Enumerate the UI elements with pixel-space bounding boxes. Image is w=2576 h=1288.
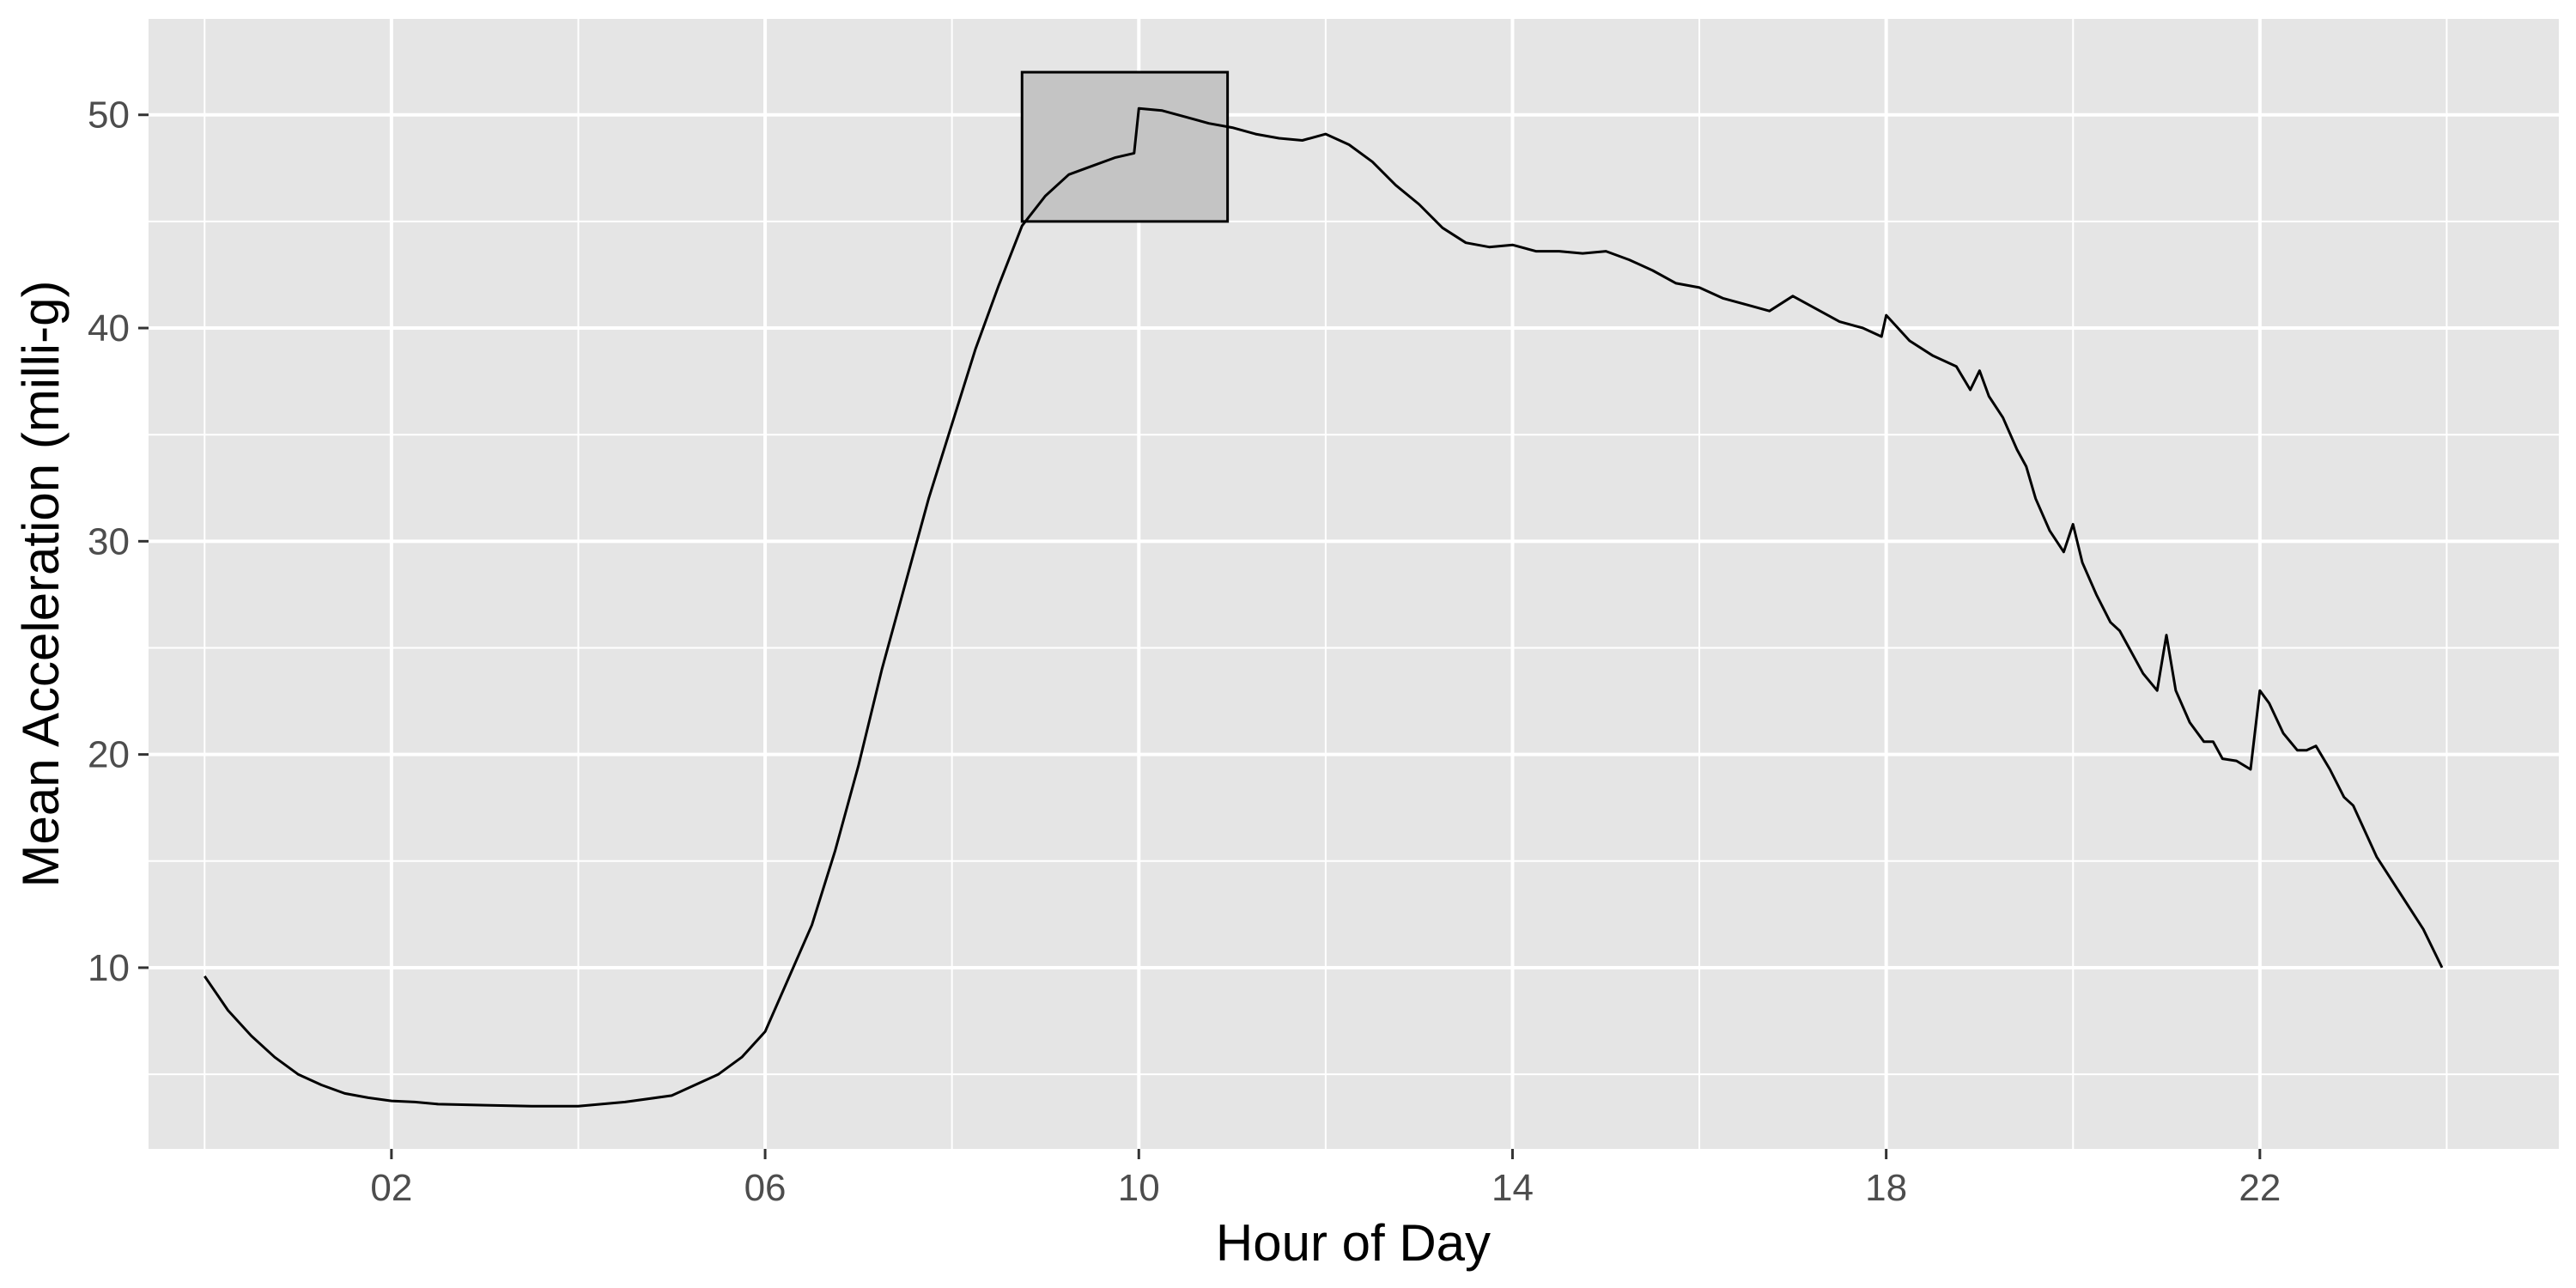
y-tick-label: 10 bbox=[88, 947, 130, 989]
y-tick-label: 50 bbox=[88, 94, 130, 137]
x-axis: 02 06 10 14 18 22 bbox=[370, 1149, 2281, 1209]
x-tick-label: 10 bbox=[1118, 1167, 1160, 1209]
y-tick-label: 20 bbox=[88, 734, 130, 776]
y-tick-label: 30 bbox=[88, 520, 130, 562]
major-gridlines bbox=[149, 19, 2559, 1149]
x-tick-label: 22 bbox=[2239, 1167, 2281, 1209]
minor-gridlines bbox=[149, 19, 2559, 1149]
x-tick-label: 14 bbox=[1492, 1167, 1534, 1209]
x-axis-title: Hour of Day bbox=[1216, 1214, 1491, 1272]
highlight-box bbox=[1020, 70, 1230, 223]
y-tick-label: 40 bbox=[88, 307, 130, 349]
series-line bbox=[204, 106, 2444, 1108]
y-axis-title: Mean Acceleration (milli-g) bbox=[12, 281, 70, 888]
plot-panel bbox=[149, 19, 2559, 1149]
y-axis: 10 20 30 40 50 bbox=[88, 94, 149, 989]
x-tick-label: 06 bbox=[744, 1167, 787, 1209]
x-tick-label: 18 bbox=[1865, 1167, 1907, 1209]
x-tick-label: 02 bbox=[370, 1167, 412, 1209]
